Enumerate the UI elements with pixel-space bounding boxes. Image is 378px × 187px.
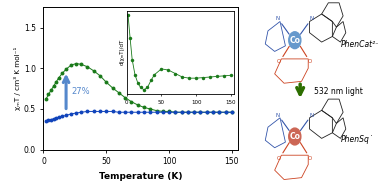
Y-axis label: χₘT / cm³ K mol⁻¹: χₘT / cm³ K mol⁻¹ (14, 47, 21, 110)
Text: PhenCat²⁻: PhenCat²⁻ (341, 40, 378, 49)
Text: 27%: 27% (71, 88, 90, 96)
Text: PhenSq˙: PhenSq˙ (341, 135, 373, 144)
Text: N: N (276, 113, 280, 117)
Text: O: O (277, 59, 282, 64)
Circle shape (289, 128, 301, 145)
Text: O: O (308, 59, 312, 64)
Text: Co: Co (289, 36, 300, 45)
Y-axis label: d(χₘT)/dT: d(χₘT)/dT (120, 39, 125, 65)
Text: O: O (277, 156, 282, 160)
Text: N: N (310, 16, 314, 21)
Circle shape (289, 32, 301, 49)
Text: Co: Co (289, 132, 300, 141)
Text: O: O (308, 156, 312, 160)
X-axis label: Temperature (K): Temperature (K) (99, 172, 183, 181)
Text: N: N (276, 16, 280, 21)
Text: 532 nm light: 532 nm light (314, 87, 363, 96)
Text: N: N (310, 113, 314, 117)
